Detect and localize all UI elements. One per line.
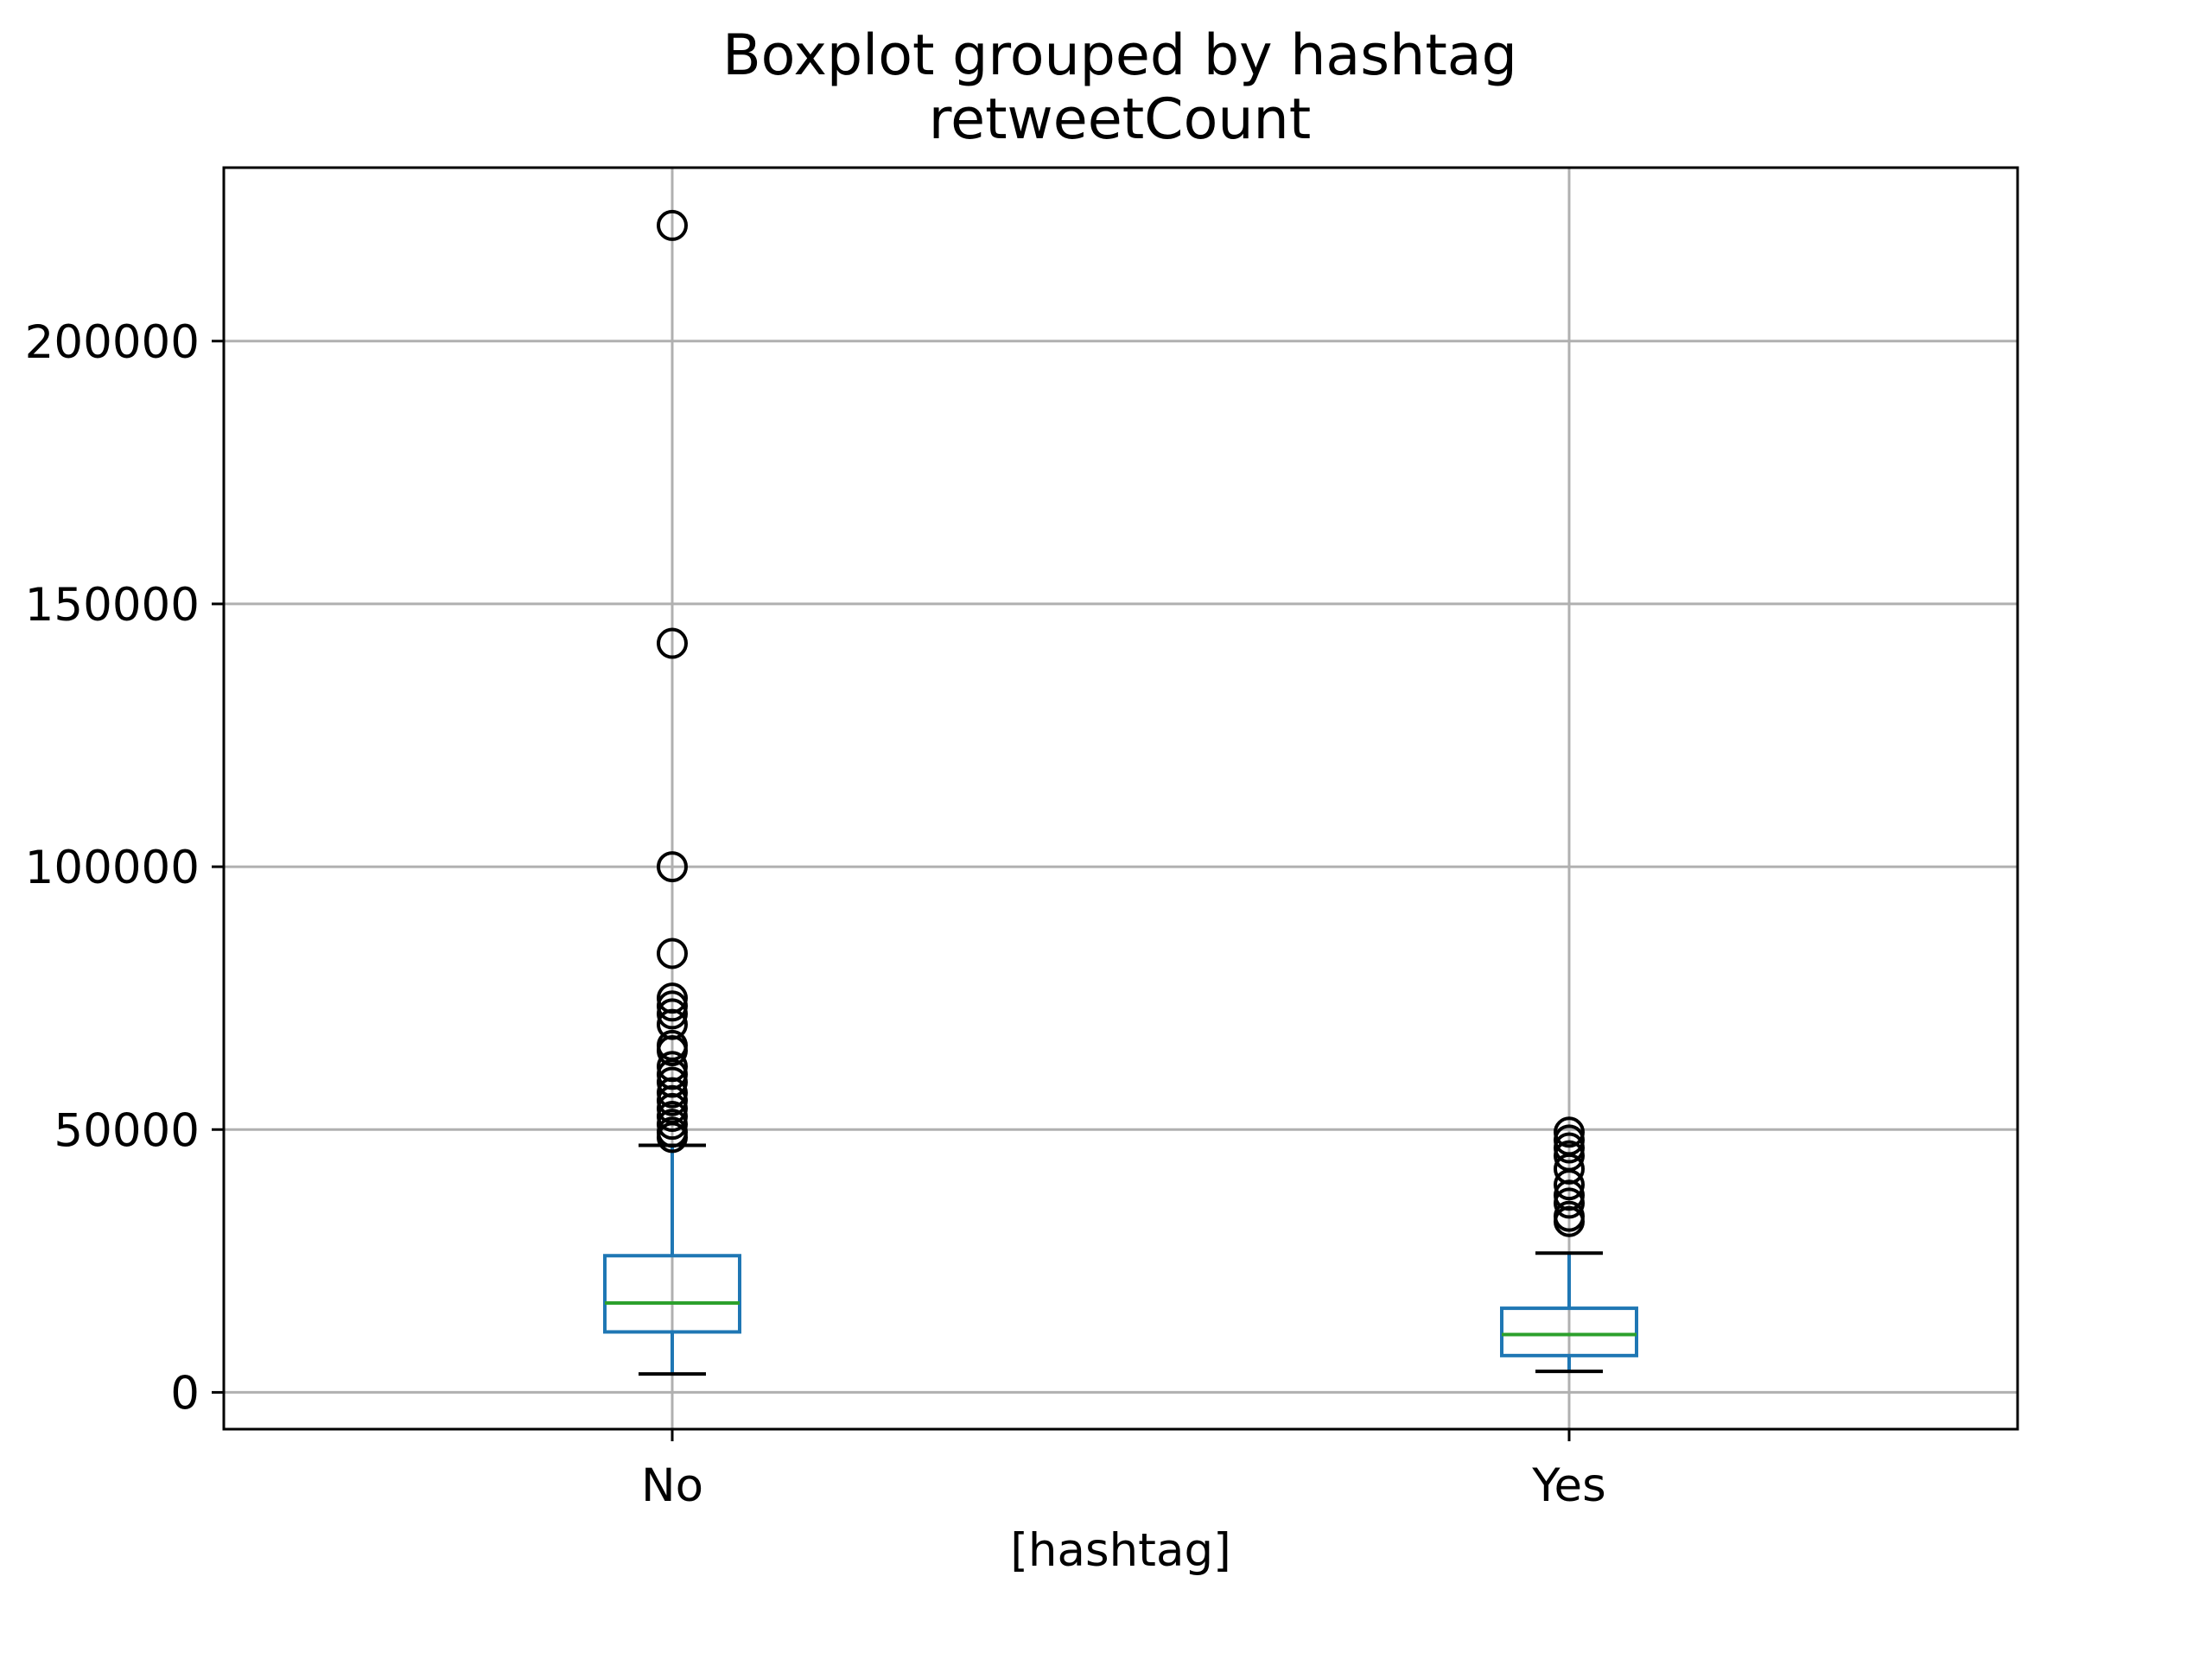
x-axis-ticks: No Yes [641,1429,1606,1512]
outlier-point [657,938,688,969]
outlier-point [1554,1116,1585,1148]
outlier-point [657,1122,688,1154]
box-group [1500,1116,1638,1374]
outlier-point [657,1077,688,1109]
plot-frame [222,166,2019,1431]
x-tick-label: No [641,1459,703,1512]
outlier-point [657,998,688,1030]
iqr-box [1500,1306,1638,1357]
outlier-point [657,627,688,659]
outlier-point [657,1084,688,1116]
y-axis-ticks: 0 50000 100000 150000 200000 [25,316,224,1420]
outlier-point [657,1101,688,1133]
y-tick-label: 50000 [54,1104,200,1157]
y-tick-label: 150000 [25,579,200,632]
y-tick-label: 0 [170,1367,200,1420]
outlier-point [657,990,688,1022]
x-axis-label: [hashtag] [1010,1524,1231,1577]
outlier-point [657,851,688,883]
grid-lines [224,168,2018,1429]
outlier-point [657,209,688,241]
outlier-point [1554,1169,1585,1201]
chart-title: Boxplot grouped by hashtag [722,23,1517,88]
iqr-box [603,1254,741,1334]
outlier-point [657,1109,688,1141]
outlier-point [657,1035,688,1066]
box-group [603,209,741,1376]
x-tick-label: Yes [1531,1459,1606,1512]
chart-subtitle: retweetCount [929,87,1311,152]
outlier-point [1554,1205,1585,1237]
y-tick-label: 200000 [25,316,200,369]
box-series [603,209,1638,1376]
outlier-point [1554,1132,1585,1164]
y-tick-label: 100000 [25,842,200,894]
outlier-point [1554,1187,1585,1219]
